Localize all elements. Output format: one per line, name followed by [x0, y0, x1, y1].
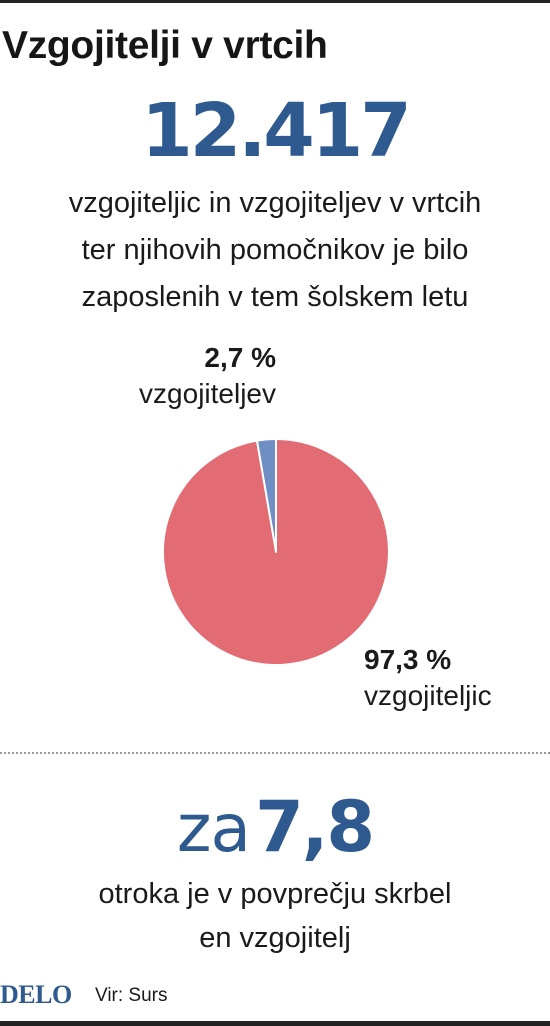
brand-logo: DELO — [0, 980, 72, 1009]
pie-chart — [161, 437, 390, 666]
ratio-line: en vzgojitelj — [199, 922, 351, 954]
ratio-description: otroka je v povprečju skrbel en vzgojite… — [0, 872, 550, 960]
ratio-prefix: za — [176, 790, 251, 867]
pie-slice-women — [161, 438, 390, 666]
ratio-number: 7,8 — [255, 786, 375, 868]
page-title: Vzgojitelji v vrtcih — [2, 24, 328, 67]
ratio-figure: za 7,8 — [0, 786, 550, 868]
headline-line: ter njihovih pomočnikov je bilo — [81, 234, 469, 266]
headline-line: vzgojiteljic in vzgojiteljev v vrtcih — [68, 187, 482, 219]
slice-name-women: vzgojiteljic — [364, 680, 492, 711]
headline-line: zaposlenih v tem šolskem letu — [81, 281, 469, 313]
source-note: Vir: Surs — [95, 985, 168, 1006]
headline-number: 12.417 — [141, 88, 412, 174]
top-rule — [0, 0, 550, 3]
slice-label-men: 2,7 % vzgojiteljev — [104, 340, 276, 412]
section-divider — [0, 752, 550, 754]
ratio-line: otroka je v povprečju skrbel — [98, 878, 452, 910]
slice-value-women: 97,3 % — [364, 644, 452, 675]
slice-name-men: vzgojiteljev — [139, 378, 276, 409]
headline-description: vzgojiteljic in vzgojiteljev v vrtcih te… — [0, 180, 550, 321]
slice-label-women: 97,3 % vzgojiteljic — [364, 642, 492, 714]
bottom-rule — [0, 1021, 550, 1026]
slice-value-men: 2,7 % — [204, 342, 276, 373]
